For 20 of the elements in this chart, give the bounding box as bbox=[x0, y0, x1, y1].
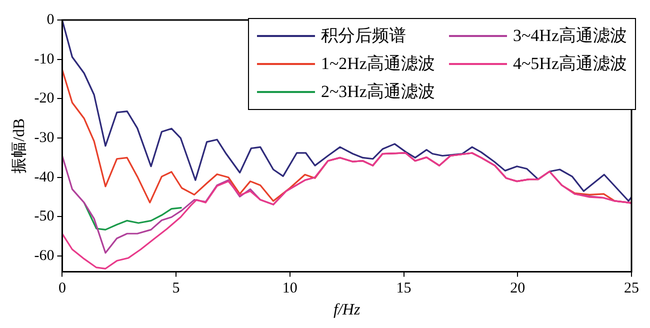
legend-label: 3~4Hz高通滤波 bbox=[512, 25, 627, 47]
legend-label: 2~3Hz高通滤波 bbox=[320, 81, 435, 103]
x-tick-label: 15 bbox=[396, 280, 412, 297]
x-tick-label: 20 bbox=[510, 280, 526, 297]
y-tick-label: -50 bbox=[34, 208, 54, 225]
y-tick-label: 0 bbox=[46, 12, 54, 28]
y-tick-label: -10 bbox=[34, 51, 54, 68]
x-tick-label: 0 bbox=[58, 280, 66, 297]
legend-label: 1~2Hz高通滤波 bbox=[320, 53, 435, 75]
legend-label: 4~5Hz高通滤波 bbox=[512, 53, 627, 75]
legend-label: 积分后频谱 bbox=[320, 25, 406, 47]
y-tick-label: -60 bbox=[34, 248, 54, 264]
y-tick-label: -40 bbox=[34, 169, 54, 186]
y-axis-title: 振幅/dB bbox=[10, 118, 28, 174]
x-tick-label: 5 bbox=[172, 280, 180, 297]
x-tick-label: 25 bbox=[624, 280, 639, 297]
x-tick-label: 10 bbox=[282, 280, 298, 297]
y-tick-label: -20 bbox=[34, 90, 54, 107]
y-tick-label: -30 bbox=[34, 130, 54, 146]
x-axis-title: f/Hz bbox=[334, 302, 361, 319]
